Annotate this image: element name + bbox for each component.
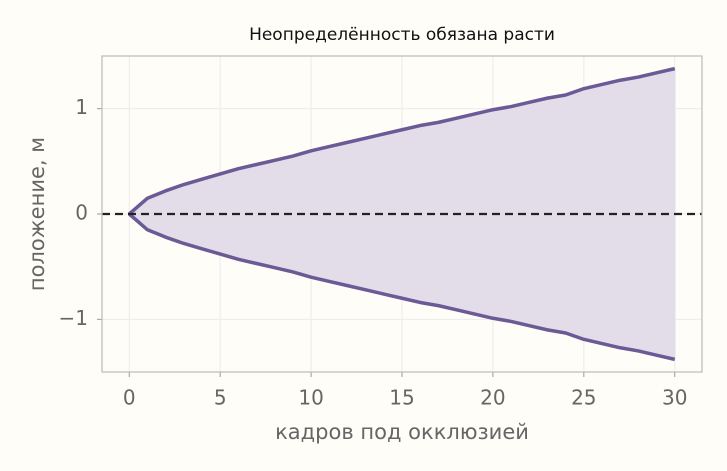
line (128, 66, 676, 216)
x-tick-label: 5 (214, 386, 227, 410)
chart-title: Неопределённость обязана расти (249, 25, 555, 45)
y-axis-label: положение, м (25, 137, 49, 291)
line (128, 212, 676, 362)
y-tick-label: 0 (75, 201, 88, 225)
x-tick-label: 25 (571, 386, 596, 410)
y-tick-label: 1 (75, 95, 88, 119)
x-axis-label: кадров под окклюзией (275, 420, 529, 444)
x-tick-label: 30 (662, 386, 687, 410)
plot-frame (101, 55, 703, 373)
x-tick-label: 15 (389, 386, 414, 410)
x-tick-label: 0 (123, 386, 136, 410)
y-tick-label: −1 (59, 306, 88, 330)
x-tick-label: 20 (480, 386, 505, 410)
x-tick-label: 10 (298, 386, 323, 410)
